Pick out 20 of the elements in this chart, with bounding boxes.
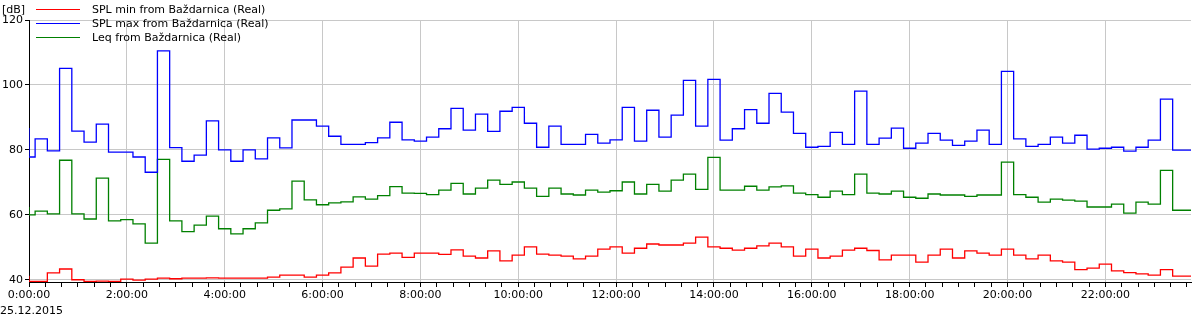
x-tick-label: 20:00:00	[982, 288, 1033, 302]
x-tick-label: 0:00:00	[7, 288, 51, 302]
x-tick-label: 4:00:00	[203, 288, 246, 302]
x-tick-label: 12:00:00	[591, 288, 641, 302]
x-tick-label: 16:00:00	[787, 288, 837, 302]
x-tick-label: 18:00:00	[884, 288, 935, 302]
y-tick-label: 60	[9, 207, 23, 221]
x-tick-label: 2:00:00	[105, 288, 149, 302]
legend-label: SPL min from Baždarnica (Real)	[92, 2, 266, 16]
x-tick-label: 14:00:00	[689, 288, 739, 302]
x-tick-label: 8:00:00	[399, 288, 442, 302]
y-tick-label: 40	[9, 272, 23, 286]
legend-label: Leq from Baždarnica (Real)	[92, 30, 241, 44]
legend-label: SPL max from Baždarnica (Real)	[92, 16, 269, 30]
x-tick-label: 22:00:00	[1080, 288, 1131, 302]
text: 25.12.2015	[0, 304, 63, 317]
y-tick-label: 100	[2, 77, 23, 91]
y-tick-label: 80	[9, 142, 23, 156]
x-tick-label: 10:00:00	[493, 288, 543, 302]
x-tick-label: 6:00:00	[301, 288, 344, 302]
